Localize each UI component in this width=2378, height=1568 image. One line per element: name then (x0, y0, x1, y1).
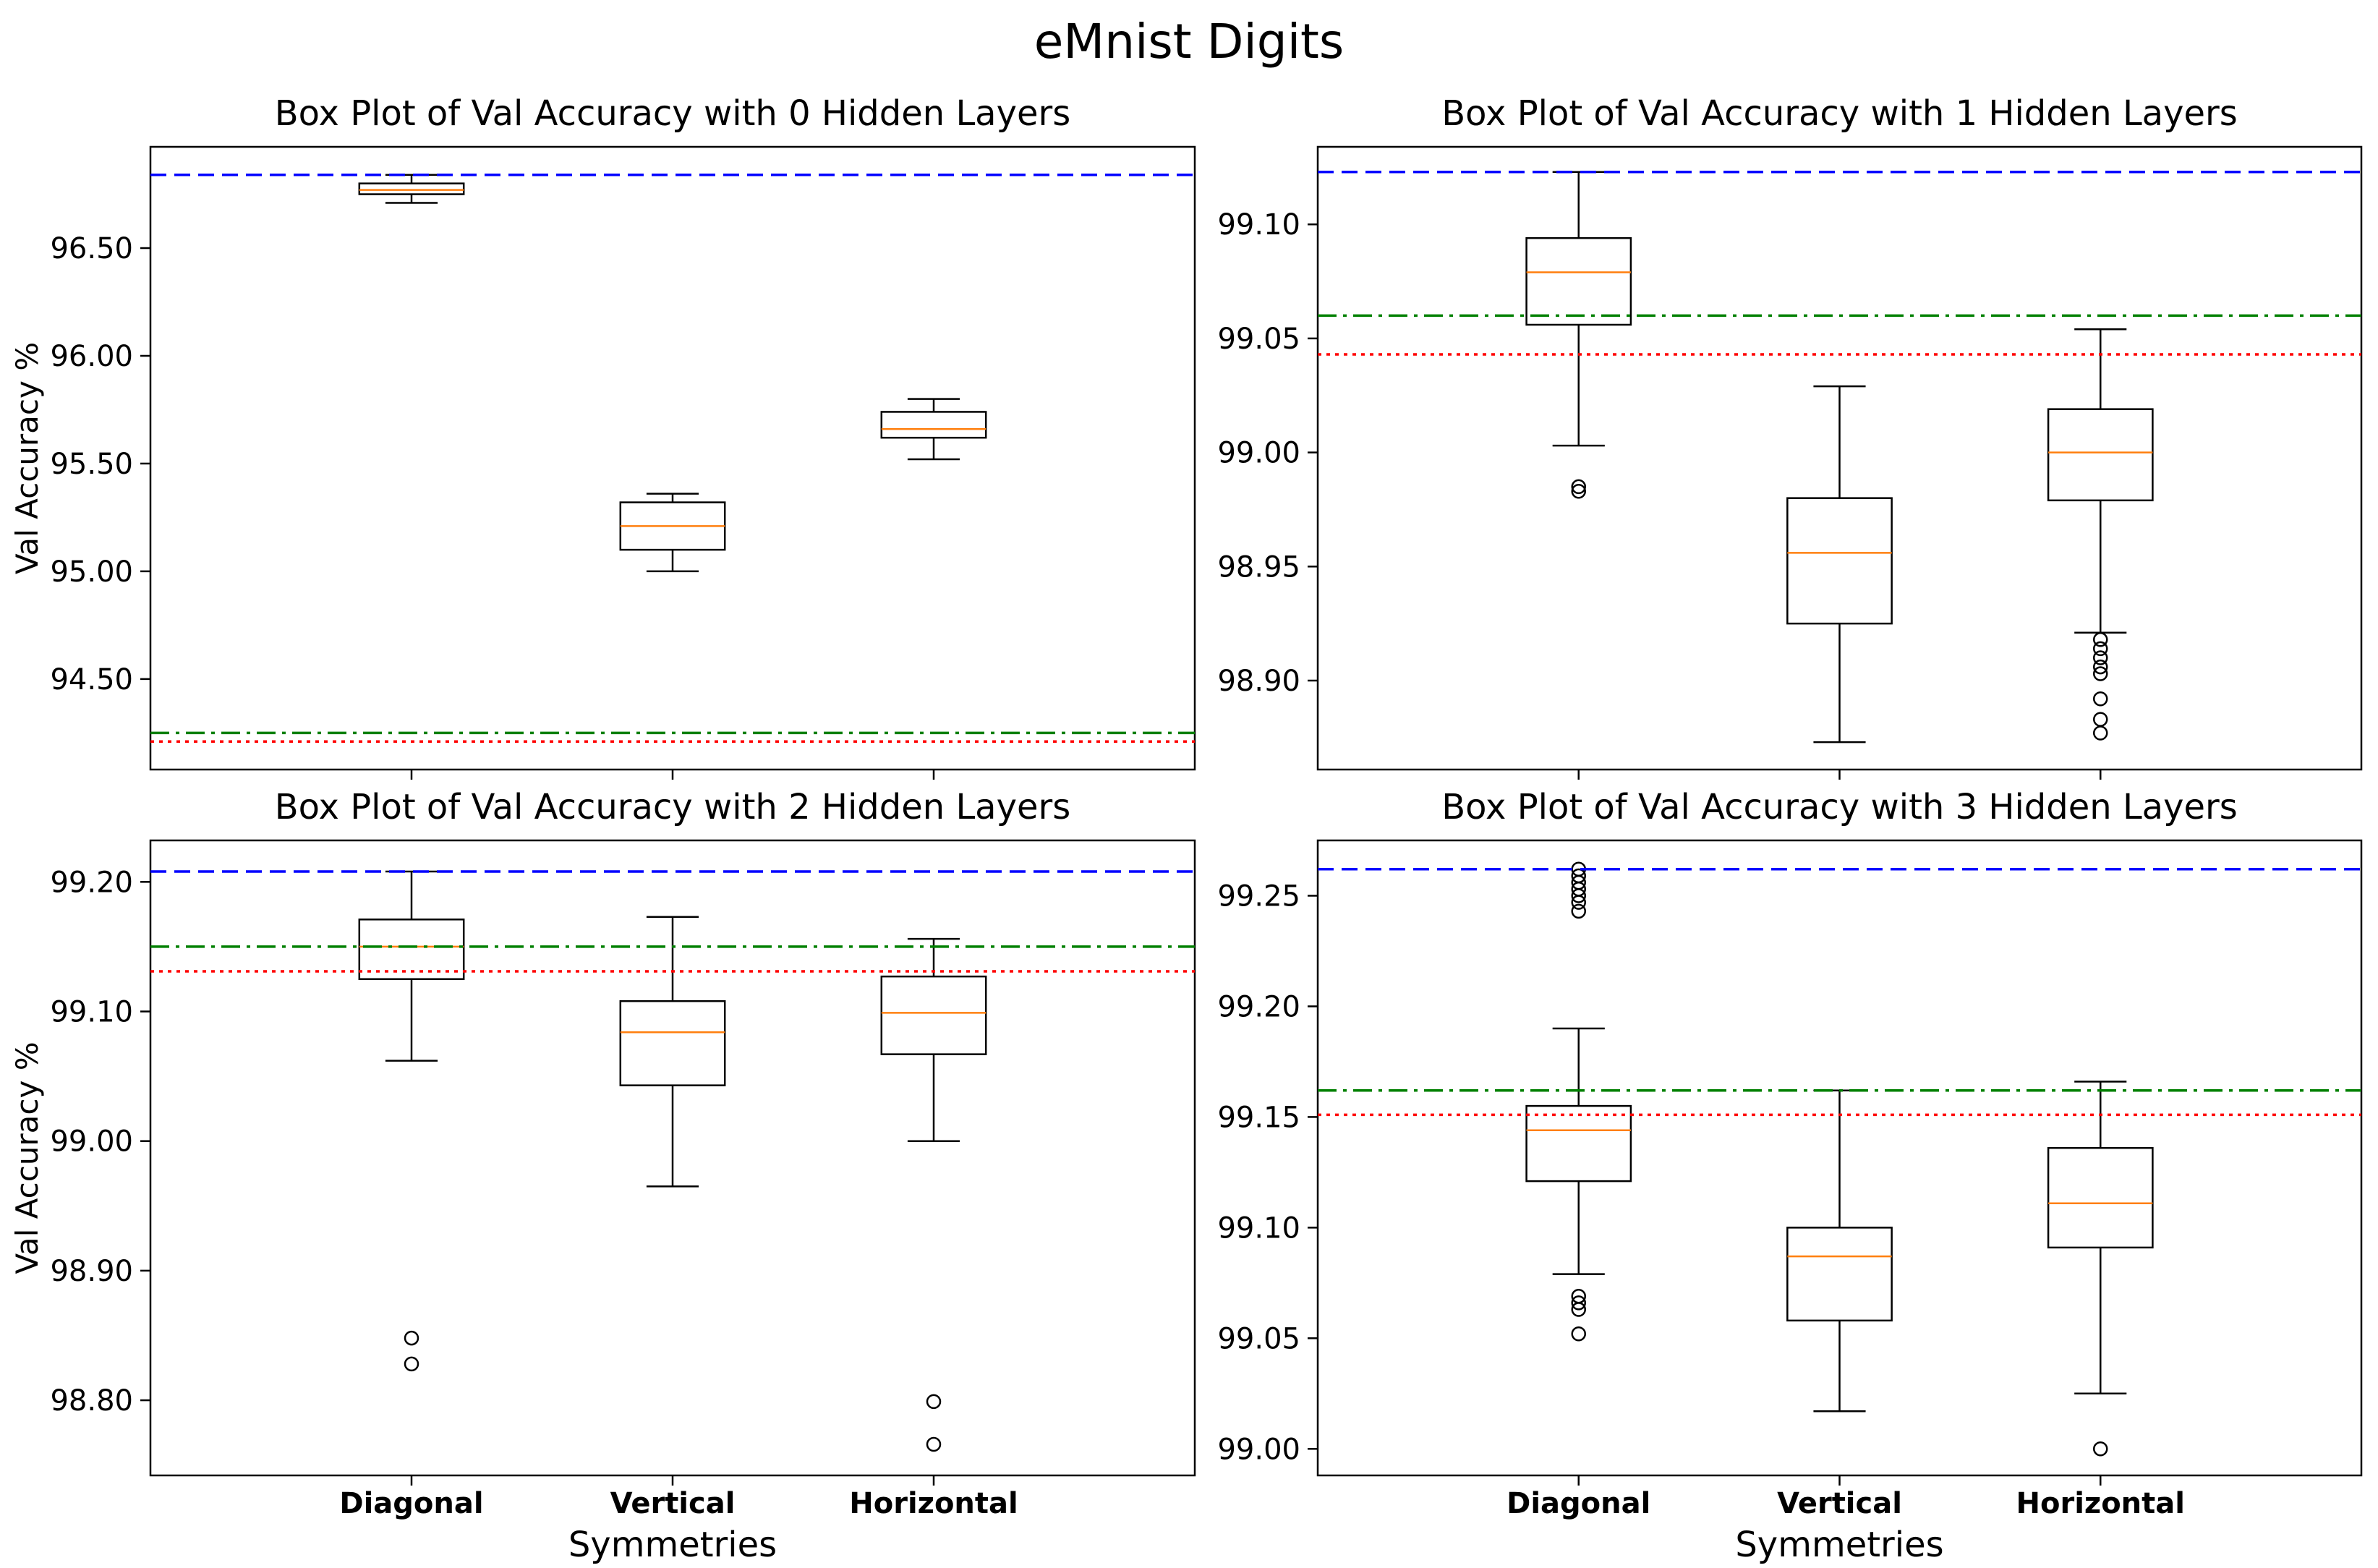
y-tick-label: 95.00 (50, 555, 133, 589)
box-diagonal (358, 174, 465, 204)
box-body (1786, 1227, 1893, 1322)
box-body (880, 411, 987, 439)
x-category-label: Diagonal (1507, 1487, 1650, 1520)
outlier-point (1571, 483, 1586, 499)
panel-3: Box Plot of Val Accuracy with 3 Hidden L… (1217, 787, 2363, 1565)
y-tick-label: 99.00 (1217, 1433, 1300, 1466)
x-category-label: Horizontal (849, 1487, 1018, 1520)
outlier-point (2093, 712, 2108, 727)
y-axis-label: Val Accuracy % (9, 1041, 45, 1274)
outlier-point (2093, 1441, 2108, 1457)
box-vertical (1786, 385, 1893, 743)
outlier-point (1571, 1295, 1586, 1311)
y-tick-label: 98.80 (50, 1384, 133, 1418)
y-tick-label: 94.50 (50, 663, 133, 696)
box-body (880, 975, 987, 1055)
outlier-point (404, 1330, 419, 1346)
x-category-label: Vertical (610, 1487, 736, 1520)
box-vertical (1786, 1089, 1893, 1413)
y-tick-label: 99.20 (1217, 990, 1300, 1023)
outlier-point (2093, 666, 2108, 681)
outlier-point (404, 1356, 419, 1372)
box-body (619, 1000, 726, 1086)
box-diagonal (1525, 171, 1632, 499)
x-category-label: Vertical (1777, 1487, 1902, 1520)
box-horizontal (2047, 328, 2154, 741)
y-tick-label: 98.90 (50, 1255, 133, 1288)
panel-title: Box Plot of Val Accuracy with 0 Hidden L… (275, 93, 1071, 134)
y-tick-label: 96.00 (50, 340, 133, 373)
box-body (1786, 497, 1893, 625)
y-tick-label: 99.10 (1217, 208, 1300, 242)
outlier-point (1571, 1326, 1586, 1342)
box-body (1525, 237, 1632, 326)
x-axis-label: Symmetries (1735, 1525, 1943, 1565)
y-tick-label: 95.50 (50, 448, 133, 481)
outlier-point (1571, 888, 1586, 903)
box-vertical (619, 493, 726, 573)
y-tick-label: 99.20 (50, 866, 133, 899)
y-tick-label: 99.10 (50, 996, 133, 1029)
outlier-point (2093, 650, 2108, 665)
panel-1: Box Plot of Val Accuracy with 1 Hidden L… (1217, 93, 2363, 780)
box-body (1525, 1104, 1632, 1183)
outlier-point (2093, 725, 2108, 741)
y-tick-label: 99.15 (1217, 1101, 1300, 1134)
outlier-point (2093, 641, 2108, 657)
y-tick-label: 99.00 (50, 1125, 133, 1159)
y-tick-label: 99.05 (1217, 1322, 1300, 1355)
outlier-point (2093, 631, 2108, 647)
box-vertical (619, 916, 726, 1188)
box-diagonal (1525, 861, 1632, 1342)
outlier-point (1571, 1302, 1586, 1317)
outlier-point (1571, 903, 1586, 919)
box-body (358, 919, 465, 980)
outlier-point (1571, 895, 1586, 910)
box-body (358, 182, 465, 195)
y-tick-label: 98.95 (1217, 550, 1300, 584)
panel-title: Box Plot of Val Accuracy with 3 Hidden L… (1441, 787, 2238, 827)
panels: Box Plot of Val Accuracy with 0 Hidden L… (9, 93, 2363, 1565)
box-body (2047, 408, 2154, 502)
x-axis-label: Symmetries (568, 1525, 777, 1565)
y-axis-label: Val Accuracy % (9, 342, 45, 574)
box-horizontal (2047, 1081, 2154, 1457)
x-category-label: Diagonal (339, 1487, 483, 1520)
panel-2: Box Plot of Val Accuracy with 2 Hidden L… (9, 787, 1196, 1565)
panel-title: Box Plot of Val Accuracy with 1 Hidden L… (1441, 93, 2238, 134)
box-horizontal (880, 937, 987, 1452)
outlier-point (2093, 659, 2108, 675)
panel-0: Box Plot of Val Accuracy with 0 Hidden L… (9, 93, 1196, 780)
outlier-point (2093, 691, 2108, 707)
y-tick-label: 96.50 (50, 232, 133, 265)
box-body (2047, 1146, 2154, 1249)
outlier-point (926, 1394, 942, 1410)
outlier-point (1571, 479, 1586, 495)
y-tick-label: 99.05 (1217, 323, 1300, 356)
y-tick-label: 99.00 (1217, 437, 1300, 470)
box-horizontal (880, 398, 987, 461)
axes-frame (149, 145, 1196, 771)
x-category-label: Horizontal (2016, 1487, 2185, 1520)
outlier-point (926, 1436, 942, 1452)
y-tick-label: 98.90 (1217, 665, 1300, 698)
y-tick-label: 99.25 (1217, 879, 1300, 913)
figure-title: eMnist Digits (1034, 14, 1344, 69)
y-tick-label: 99.10 (1217, 1211, 1300, 1245)
panel-title: Box Plot of Val Accuracy with 2 Hidden L… (275, 787, 1071, 827)
